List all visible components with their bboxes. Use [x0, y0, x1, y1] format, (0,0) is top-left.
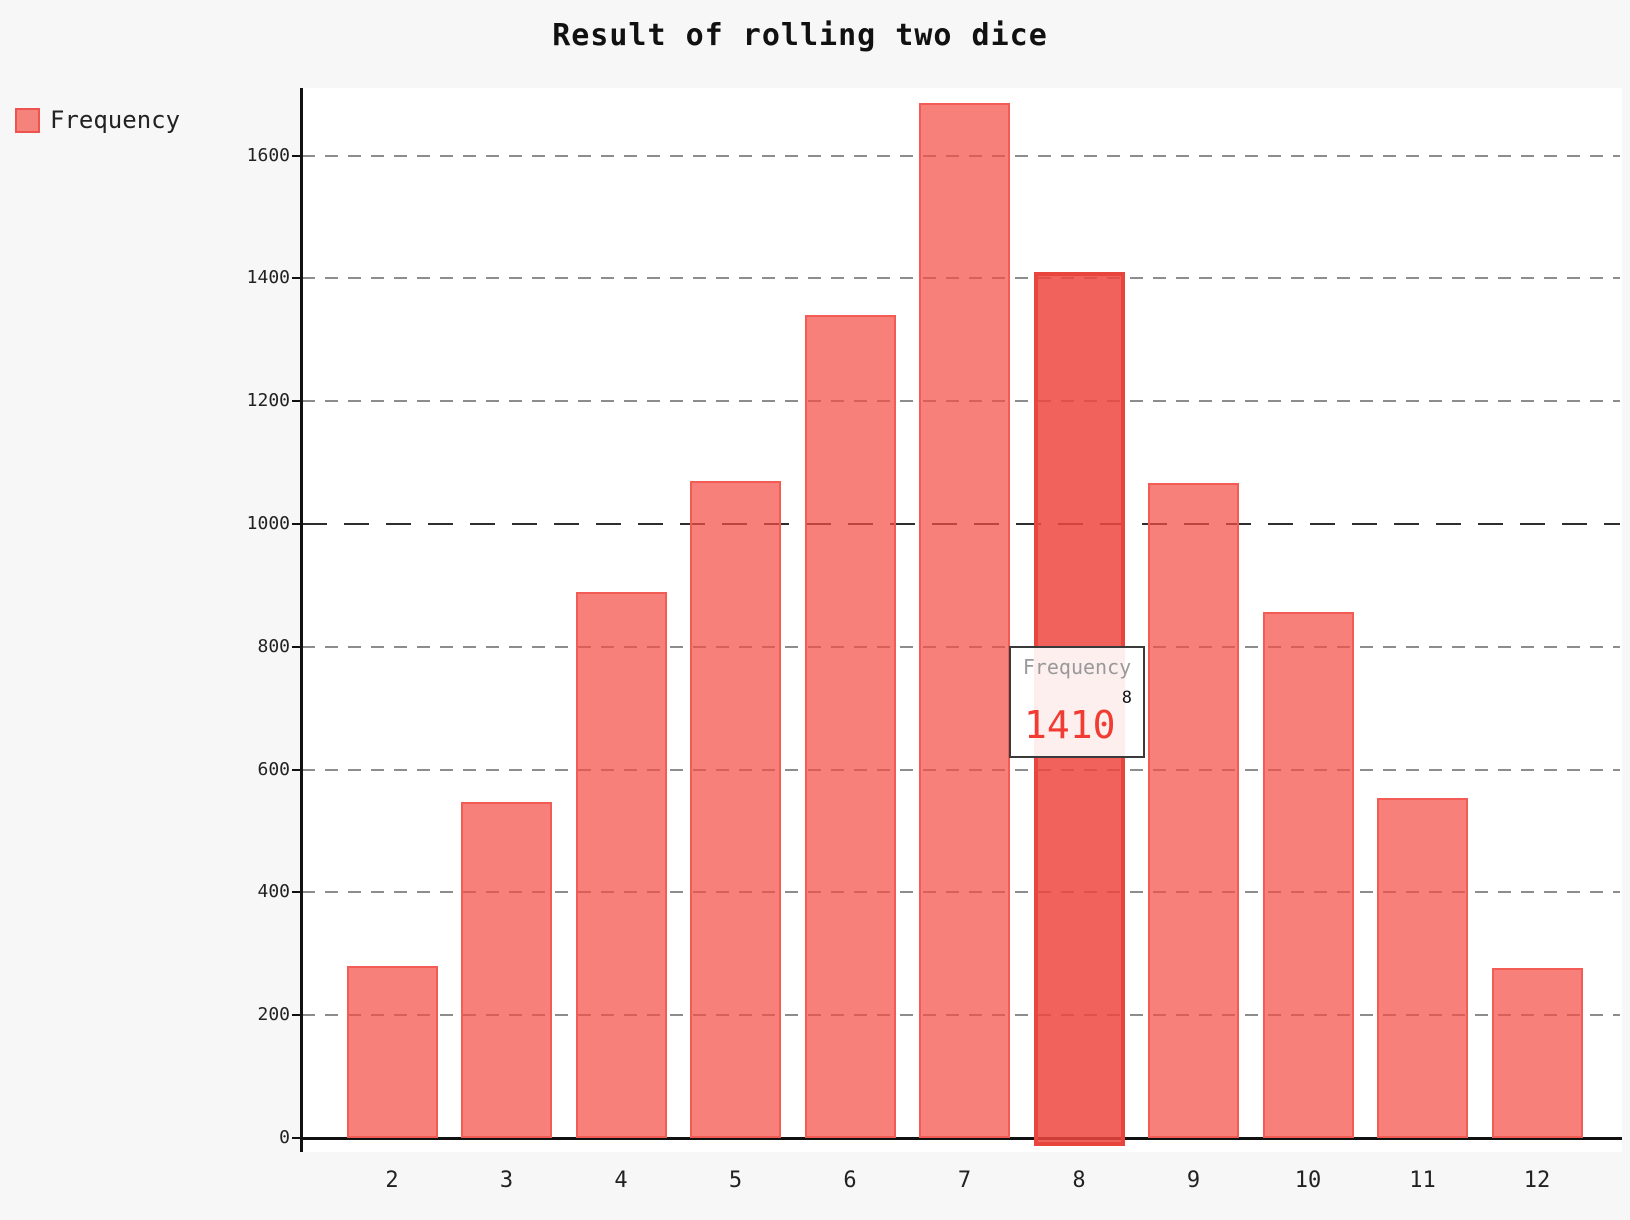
- y-tick-label: 200: [257, 1004, 290, 1026]
- legend-label: Frequency: [50, 106, 181, 134]
- y-tick-label: 800: [257, 635, 290, 657]
- x-tick-label: 11: [1409, 1168, 1436, 1193]
- y-tick-label: 0: [279, 1127, 290, 1148]
- bar[interactable]: [690, 480, 781, 1138]
- y-tick-label: 400: [257, 881, 290, 903]
- bar[interactable]: [1148, 483, 1239, 1138]
- y-tick-mark: [292, 1014, 300, 1017]
- x-tick-label: 6: [843, 1168, 857, 1193]
- y-tick-mark: [292, 400, 300, 403]
- bar[interactable]: [1491, 967, 1583, 1138]
- legend-item-frequency[interactable]: Frequency: [15, 106, 180, 134]
- bar[interactable]: [1262, 612, 1354, 1138]
- y-tick-mark: [292, 891, 300, 894]
- x-tick-label: 5: [728, 1168, 743, 1193]
- y-tick-mark: [292, 522, 300, 525]
- x-axis-line: [300, 1137, 1622, 1140]
- y-tick-label: 1000: [246, 512, 290, 534]
- x-tick-label: 4: [614, 1168, 628, 1193]
- chart-title: Result of rolling two dice: [552, 18, 1048, 53]
- plot-area: [292, 88, 1622, 1152]
- bar[interactable]: [804, 315, 896, 1138]
- x-tick-label: 12: [1523, 1168, 1551, 1193]
- y-tick-label: 600: [257, 758, 290, 780]
- y-tick-label: 1200: [246, 390, 290, 412]
- bar[interactable]: [346, 966, 438, 1138]
- x-tick-label: 7: [957, 1168, 972, 1193]
- y-tick-mark: [292, 1137, 300, 1139]
- legend-swatch-icon: [15, 107, 40, 133]
- y-tick-mark: [292, 645, 300, 648]
- y-axis-line: [300, 88, 303, 1152]
- y-tick-mark: [292, 154, 300, 157]
- y-tick-label: 1400: [246, 267, 290, 289]
- y-tick-mark: [292, 768, 300, 771]
- tooltip: Frequency 8 1410: [1009, 646, 1145, 758]
- bar[interactable]: [919, 103, 1010, 1138]
- x-tick-label: 8: [1072, 1168, 1086, 1193]
- y-tick-label: 1600: [246, 144, 290, 166]
- x-tick-label: 9: [1186, 1168, 1201, 1193]
- tooltip-category: 8: [1121, 688, 1132, 708]
- bar[interactable]: [575, 591, 667, 1138]
- tooltip-value: 1410: [1024, 703, 1116, 747]
- tooltip-series-label: Frequency: [1022, 655, 1132, 679]
- x-tick-label: 10: [1294, 1168, 1322, 1193]
- y-tick-mark: [292, 277, 300, 280]
- bar[interactable]: [461, 801, 552, 1138]
- bar[interactable]: [1377, 798, 1468, 1138]
- x-tick-label: 2: [385, 1168, 399, 1193]
- x-tick-label: 3: [499, 1168, 514, 1193]
